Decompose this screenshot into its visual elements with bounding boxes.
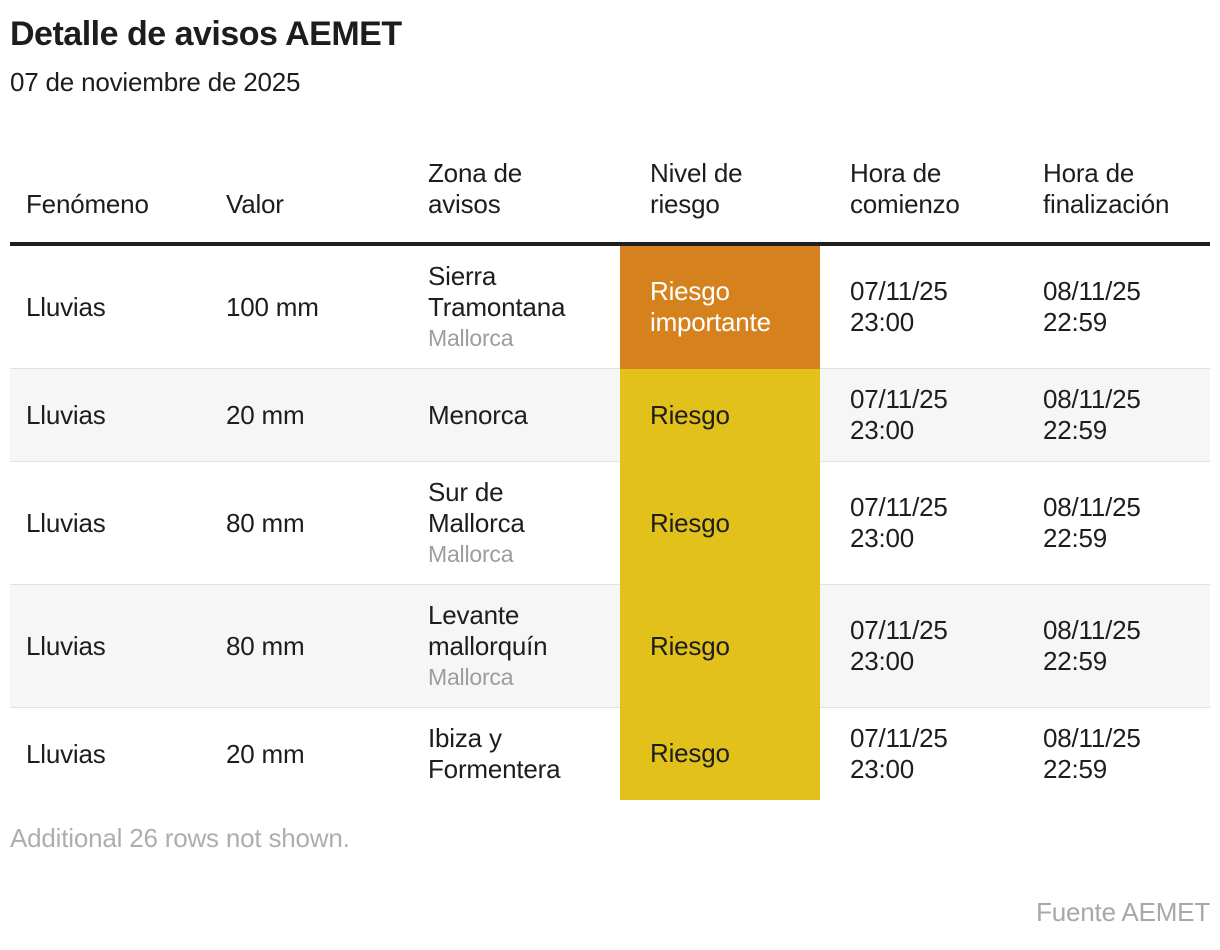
column-header-label: Hora de finalización bbox=[1043, 158, 1170, 219]
cell-start-time: 07/11/25 23:00 bbox=[850, 276, 948, 337]
header-row: Fenómeno Valor Zona de avisos Nivel de r… bbox=[10, 158, 1210, 246]
rows-not-shown-note: Additional 26 rows not shown. bbox=[10, 823, 350, 853]
page: Detalle de avisos AEMET 07 de noviembre … bbox=[10, 15, 1210, 927]
cell-zona: Sierra Tramontana Mallorca bbox=[398, 244, 620, 369]
cell-start-time: 07/11/25 23:00 bbox=[820, 461, 1013, 585]
cell-risk-level: Riesgo importante bbox=[620, 244, 820, 369]
cell-end-time: 08/11/25 22:59 bbox=[1043, 276, 1141, 337]
cell-end-time: 08/11/25 22:59 bbox=[1013, 368, 1210, 462]
column-header-label: Hora de comienzo bbox=[850, 158, 960, 219]
cell-risk-level: Riesgo bbox=[620, 707, 820, 800]
zona-name: Levante mallorquín bbox=[428, 600, 548, 661]
cell-start-time: 07/11/25 23:00 bbox=[820, 584, 1013, 708]
cell-valor: 20 mm bbox=[196, 368, 398, 462]
zona-region: Mallorca bbox=[428, 541, 514, 567]
zona-region: Mallorca bbox=[428, 325, 514, 351]
cell-fenomeno: Lluvias bbox=[26, 291, 106, 322]
table-row: Lluvias 100 mm Sierra Tramontana Mallorc… bbox=[10, 244, 1210, 369]
table-row: Lluvias 80 mm Levante mallorquín Mallorc… bbox=[10, 584, 1210, 708]
table-body: Lluvias 100 mm Sierra Tramontana Mallorc… bbox=[10, 244, 1210, 800]
cell-end-time: 08/11/25 22:59 bbox=[1013, 461, 1210, 585]
cell-risk-level: Riesgo bbox=[620, 461, 820, 585]
source-attribution: Fuente AEMET bbox=[1036, 897, 1210, 927]
column-header-fenomeno: Fenómeno bbox=[10, 158, 196, 246]
cell-valor: 80 mm bbox=[196, 461, 398, 585]
cell-risk-level: Riesgo bbox=[620, 584, 820, 708]
cell-fenomeno: Lluvias bbox=[10, 707, 196, 800]
risk-level-label: Riesgo importante bbox=[650, 276, 771, 338]
cell-zona: Levante mallorquín Mallorca bbox=[398, 584, 620, 708]
column-header-zona: Zona de avisos bbox=[398, 158, 620, 246]
risk-level-label: Riesgo bbox=[650, 507, 730, 538]
zona-name: Sur de Mallorca bbox=[428, 477, 525, 538]
column-header-label: Fenómeno bbox=[26, 189, 149, 219]
cell-zona: Ibiza y Formentera bbox=[398, 707, 620, 800]
table-row: Lluvias 20 mm Ibiza y Formentera Riesgo … bbox=[10, 707, 1210, 800]
page-title: Detalle de avisos AEMET bbox=[10, 15, 402, 53]
risk-level-label: Riesgo bbox=[650, 399, 730, 430]
table-row: Lluvias 20 mm Menorca Riesgo 07/11/25 23… bbox=[10, 368, 1210, 462]
cell-valor: 100 mm bbox=[226, 291, 319, 322]
column-header-nivel: Nivel de riesgo bbox=[620, 158, 820, 246]
column-header-valor: Valor bbox=[196, 158, 398, 246]
page-subtitle: 07 de noviembre de 2025 bbox=[10, 67, 301, 97]
cell-zona: Menorca bbox=[398, 368, 620, 462]
cell-end-time: 08/11/25 22:59 bbox=[1013, 584, 1210, 708]
cell-fenomeno: Lluvias bbox=[10, 368, 196, 462]
alerts-table: Fenómeno Valor Zona de avisos Nivel de r… bbox=[10, 158, 1210, 800]
table-header: Fenómeno Valor Zona de avisos Nivel de r… bbox=[10, 158, 1210, 246]
cell-fenomeno: Lluvias bbox=[10, 584, 196, 708]
column-header-label: Zona de avisos bbox=[428, 158, 523, 219]
zona-name: Sierra Tramontana bbox=[428, 261, 566, 322]
cell-risk-level: Riesgo bbox=[620, 368, 820, 462]
cell-start-time: 07/11/25 23:00 bbox=[820, 368, 1013, 462]
zona-name: Ibiza y Formentera bbox=[428, 723, 561, 784]
zona-region: Mallorca bbox=[428, 664, 514, 690]
cell-end-time: 08/11/25 22:59 bbox=[1013, 707, 1210, 800]
cell-fenomeno: Lluvias bbox=[10, 461, 196, 585]
cell-valor: 80 mm bbox=[196, 584, 398, 708]
column-header-finalizacion: Hora de finalización bbox=[1013, 158, 1210, 246]
cell-zona: Sur de Mallorca Mallorca bbox=[398, 461, 620, 585]
column-header-label: Nivel de riesgo bbox=[650, 158, 743, 219]
cell-valor: 20 mm bbox=[196, 707, 398, 800]
risk-level-label: Riesgo bbox=[650, 630, 730, 661]
cell-start-time: 07/11/25 23:00 bbox=[820, 707, 1013, 800]
column-header-label: Valor bbox=[226, 189, 284, 219]
risk-level-label: Riesgo bbox=[650, 738, 730, 769]
table-row: Lluvias 80 mm Sur de Mallorca Mallorca R… bbox=[10, 461, 1210, 585]
column-header-comienzo: Hora de comienzo bbox=[820, 158, 1013, 246]
zona-name: Menorca bbox=[428, 399, 528, 430]
